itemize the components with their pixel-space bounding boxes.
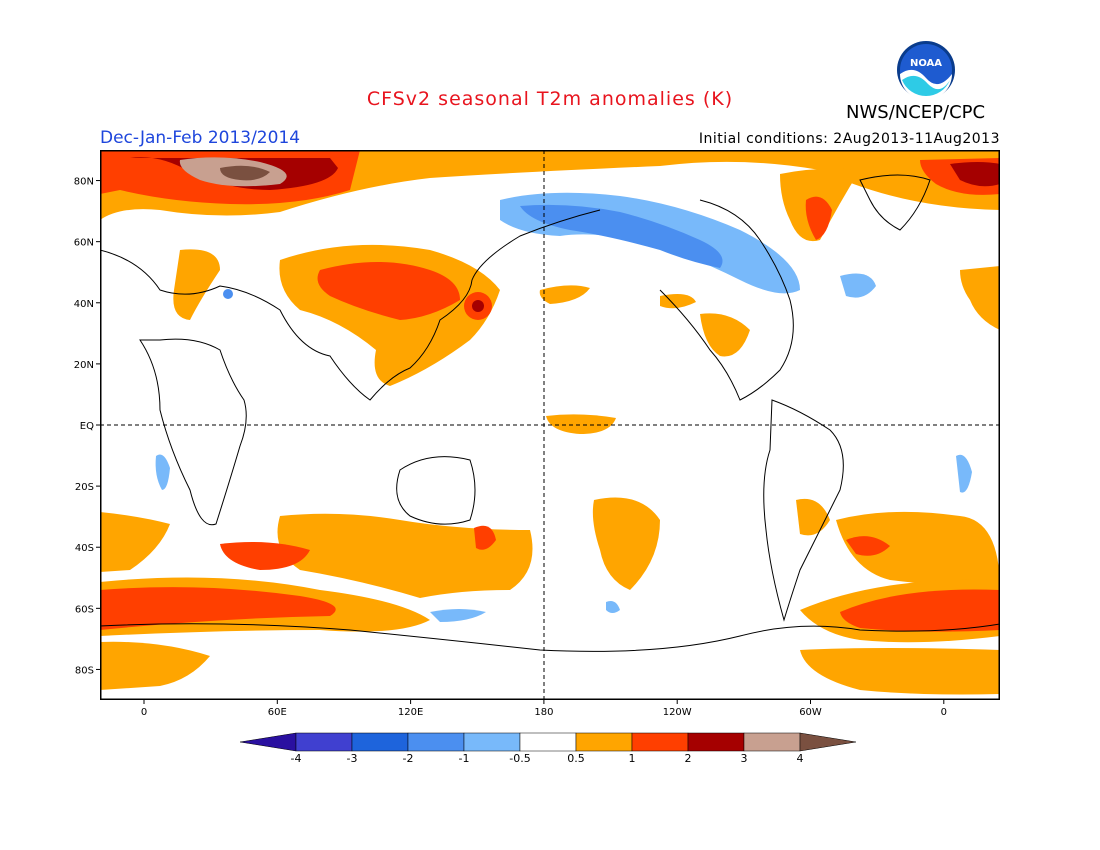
colorbar-segment — [351, 732, 409, 752]
colorbar-label: -3 — [346, 752, 358, 765]
lat-axis: 80N 60N 40N 20N EQ 20S 40S 60S 80S — [74, 177, 100, 676]
colorbar-label: 1 — [628, 752, 636, 765]
lon-label: 0 — [941, 707, 947, 718]
colorbar-segment — [575, 732, 633, 752]
lon-label: 60E — [268, 707, 287, 718]
anomaly-map — [99, 150, 1001, 700]
colorbar-segment — [463, 732, 521, 752]
colorbar-label: -0.5 — [509, 752, 531, 765]
lon-label: 0 — [141, 707, 147, 718]
colorbar-arrow-high — [799, 732, 857, 752]
noaa-logo-icon: NOAA — [896, 40, 956, 100]
lon-label: 120W — [663, 707, 692, 718]
colorbar-label: -1 — [458, 752, 470, 765]
colorbar-label: -4 — [290, 752, 302, 765]
lat-label: 20S — [75, 482, 94, 493]
logo-text: NOAA — [910, 58, 942, 69]
lat-label: 80N — [74, 177, 94, 188]
lat-label: EQ — [80, 421, 94, 432]
lon-axis: 0 60E 120E 180 120W 60W 0 — [141, 700, 947, 718]
colorbar-label: 0.5 — [567, 752, 585, 765]
colorbar-segment — [743, 732, 801, 752]
map-svg — [99, 150, 1001, 700]
lat-label: 60N — [74, 238, 94, 249]
lat-label: 80S — [75, 665, 94, 676]
lon-label: 180 — [534, 707, 553, 718]
lat-label: 60S — [75, 604, 94, 615]
agency-label: NWS/NCEP/CPC — [846, 102, 986, 123]
colorbar-label: 3 — [740, 752, 748, 765]
colorbar-segment — [631, 732, 689, 752]
colorbar — [239, 732, 857, 752]
colorbar-label: 4 — [796, 752, 804, 765]
colorbar-segment — [407, 732, 465, 752]
lon-label: 120E — [398, 707, 423, 718]
colorbar-segment — [519, 732, 577, 752]
colorbar-label: 2 — [684, 752, 692, 765]
forecast-period: Dec-Jan-Feb 2013/2014 — [100, 128, 301, 148]
colorbar-segment — [687, 732, 745, 752]
lat-label: 40N — [74, 299, 94, 310]
colorbar-arrow-low — [239, 732, 297, 752]
lat-label: 20N — [74, 360, 94, 371]
colorbar-label: -2 — [402, 752, 414, 765]
colorbar-segment — [295, 732, 353, 752]
map-title: CFSv2 seasonal T2m anomalies (K) — [366, 88, 734, 110]
lon-label: 60W — [799, 707, 822, 718]
initial-conditions: Initial conditions: 2Aug2013-11Aug2013 — [698, 131, 1000, 147]
lat-label: 40S — [75, 543, 94, 554]
